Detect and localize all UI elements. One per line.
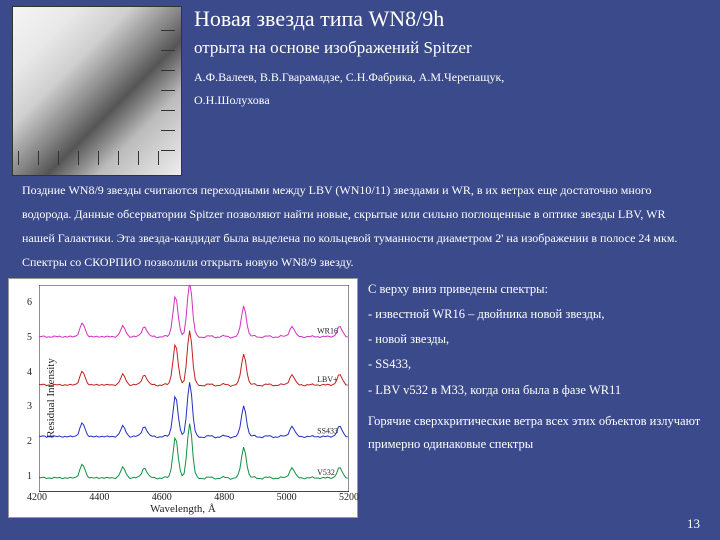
page-title: Новая звезда типа WN8/9h bbox=[194, 6, 708, 32]
header-block: Новая звезда типа WN8/9h отрыта на основ… bbox=[194, 6, 708, 176]
spitzer-nebula-image bbox=[12, 6, 182, 176]
authors-line-1: А.Ф.Валеев, В.В.Гварамадзе, С.Н.Фабрика,… bbox=[194, 66, 708, 89]
authors: А.Ф.Валеев, В.В.Гварамадзе, С.Н.Фабрика,… bbox=[194, 66, 708, 112]
side-text: С верху вниз приведены спектры: - извест… bbox=[368, 278, 708, 518]
spectra-intro: С верху вниз приведены спектры: bbox=[368, 278, 708, 301]
svg-text:WR16: WR16 bbox=[317, 327, 338, 336]
subtitle: отрыта на основе изображений Spitzer bbox=[194, 38, 708, 58]
authors-line-2: О.Н.Шолухова bbox=[194, 89, 708, 112]
svg-text:SS433: SS433 bbox=[317, 427, 338, 436]
conclusion: Горячие сверхкритические ветра всех этих… bbox=[368, 410, 708, 456]
spectrum-chart: Residual Intensity Wavelength, Å 123456 … bbox=[8, 278, 358, 518]
svg-text:LBV+: LBV+ bbox=[317, 375, 338, 384]
x-axis-label: Wavelength, Å bbox=[150, 503, 216, 515]
spectra-item-1: - известной WR16 – двойника новой звезды… bbox=[368, 303, 708, 326]
body-paragraph: Поздние WN8/9 звезды считаются переходны… bbox=[0, 176, 720, 274]
spectrum-lines: WR16 LBV+ SS433 V532 bbox=[39, 285, 349, 492]
spectra-item-2: - новой звезды, bbox=[368, 328, 708, 351]
spectra-item-4: - LBV v532 в M33, когда она была в фазе … bbox=[368, 379, 708, 402]
spectra-item-3: - SS433, bbox=[368, 353, 708, 376]
svg-text:V532: V532 bbox=[317, 468, 335, 477]
page-number: 13 bbox=[687, 516, 700, 532]
